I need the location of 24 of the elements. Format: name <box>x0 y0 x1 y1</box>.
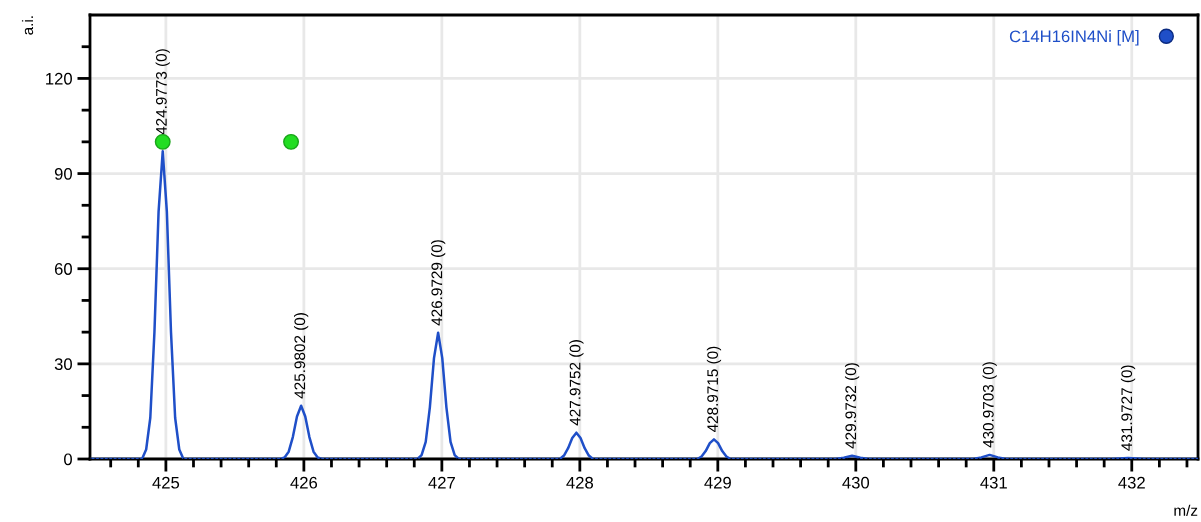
annotation: 425.9802 (0) <box>293 313 309 399</box>
x-tick-label: 427 <box>428 476 455 489</box>
x-tick-label: 430 <box>842 476 870 489</box>
annotation: 429.9732 (0) <box>844 363 860 449</box>
annotation: 424.9773 (0) <box>155 49 170 135</box>
x-tick-label: 431 <box>980 476 1007 489</box>
annotation: 428.9715 (0) <box>706 346 722 433</box>
y-tick-label: 60 <box>54 263 72 275</box>
x-axis-title: m/z <box>1174 504 1198 516</box>
x-tick-label: 425 <box>152 476 180 489</box>
x-tick-label: 426 <box>290 476 318 489</box>
y-tick-label: 120 <box>46 72 72 85</box>
x-tick-label: 428 <box>566 476 594 489</box>
x-tick-label: 432 <box>1118 476 1145 489</box>
annotation: 426.9729 (0) <box>431 240 446 326</box>
legend-label: C14H16IN4Ni [M] <box>1009 30 1139 46</box>
y-tick-label: 90 <box>54 167 72 180</box>
annotation: 430.9703 (0) <box>982 362 997 448</box>
y-tick-label: 0 <box>64 453 72 466</box>
x-tick-label: 429 <box>704 476 731 489</box>
annotation: 427.9752 (0) <box>569 340 584 426</box>
annotation: 431.9727 (0) <box>1120 365 1136 451</box>
y-axis-title: a.i. <box>21 16 34 35</box>
y-tick-label: 30 <box>54 358 72 371</box>
